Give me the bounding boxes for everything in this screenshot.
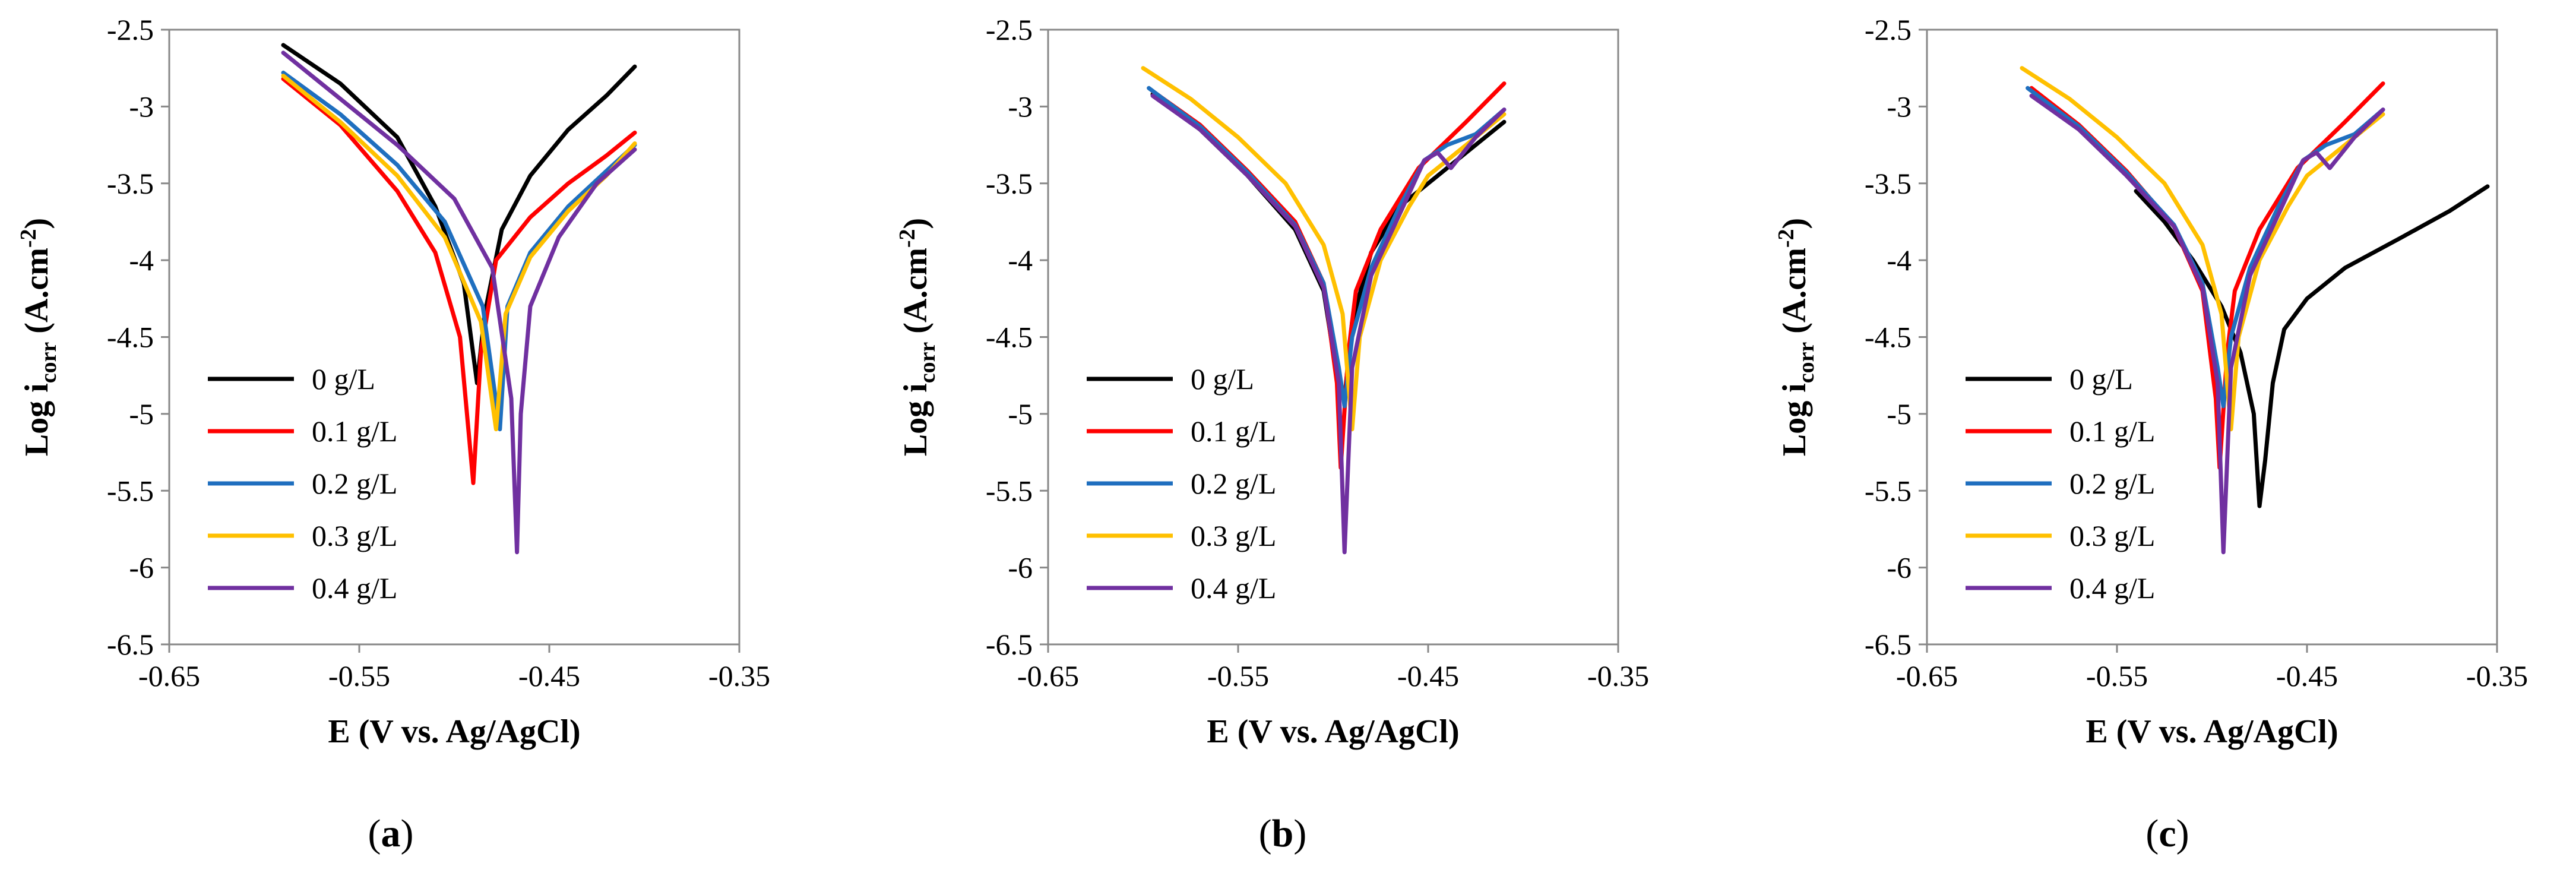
legend-label: 0.4 g/L	[2069, 571, 2155, 605]
x-tick-label: -0.55	[328, 659, 390, 692]
legend-label: 0 g/L	[1191, 362, 1254, 396]
y-tick-label: -3.5	[986, 167, 1033, 200]
y-label-superscript: -2	[16, 229, 41, 248]
y-tick-label: -6	[129, 551, 154, 584]
y-tick-label: -3	[1008, 90, 1033, 123]
legend-label: 0.1 g/L	[312, 415, 397, 448]
y-tick-label: -5	[1008, 397, 1033, 431]
y-tick-label: -6.5	[986, 628, 1033, 661]
x-axis-label: E (V vs. Ag/AgCl)	[328, 713, 580, 750]
y-label-main: Log i	[897, 383, 934, 456]
x-tick-label: -0.45	[518, 659, 580, 692]
y-label-close: )	[1776, 218, 1813, 229]
legend-label: 0.4 g/L	[1191, 571, 1276, 605]
y-label-main: Log i	[18, 383, 55, 456]
x-tick-label: -0.35	[2466, 659, 2528, 692]
y-tick-label: -3	[1887, 90, 1912, 123]
x-tick-label: -0.65	[1017, 659, 1079, 692]
legend-label: 0.2 g/L	[312, 467, 397, 500]
x-axis-label: E (V vs. Ag/AgCl)	[1207, 713, 1459, 750]
legend-label: 0.2 g/L	[2069, 467, 2155, 500]
y-tick-label: -3	[129, 90, 154, 123]
panel-caption: (c)	[2145, 812, 2189, 855]
y-tick-label: -5.5	[986, 474, 1033, 507]
y-label-subscript: corr	[915, 342, 940, 384]
series-line-0-3-g-L	[1141, 66, 1507, 432]
y-label-main: Log i	[1776, 383, 1813, 456]
series-line-0-1-g-L	[1150, 81, 1507, 470]
y-tick-label: -6	[1008, 551, 1033, 584]
y-tick-label: -4	[129, 243, 154, 277]
y-tick-label: -6	[1887, 551, 1912, 584]
legend-label: 0.3 g/L	[312, 519, 397, 552]
chart-panel-c: -2.5 -3 -3.5 -4 -4.5 -5 -5.5 -6 -6.5-0.65 -0.55 -0…	[1774, 13, 2528, 855]
legend-label: 0.2 g/L	[1191, 467, 1276, 500]
y-label-superscript: -2	[1774, 229, 1799, 248]
y-label-subscript: corr	[1794, 342, 1819, 384]
x-tick-label: -0.45	[1397, 659, 1459, 692]
y-tick-label: -5.5	[107, 474, 154, 507]
y-label-unit: (A.cm	[18, 248, 55, 342]
chart-panel-a: -2.5 -3 -3.5 -4 -4.5 -5 -5.5 -6 -6.5-0.65 -0.55 -0…	[16, 13, 770, 855]
series-line-0-2-g-L	[281, 70, 637, 432]
series-line-0-4-g-L	[1150, 93, 1507, 555]
y-tick-label: -4	[1008, 243, 1033, 277]
x-tick-label: -0.65	[138, 659, 200, 692]
y-label-unit: (A.cm	[1776, 248, 1813, 342]
panel-caption: (b)	[1259, 812, 1307, 855]
y-tick-label: -4	[1887, 243, 1912, 277]
x-tick-label: -0.35	[1587, 659, 1649, 692]
y-tick-label: -2.5	[986, 13, 1033, 46]
x-tick-label: -0.35	[708, 659, 770, 692]
legend-label: 0 g/L	[312, 362, 375, 396]
y-tick-label: -6.5	[1865, 628, 1912, 661]
x-tick-label: -0.65	[1896, 659, 1958, 692]
series-line-0-g-L	[2134, 184, 2490, 508]
y-tick-label: -2.5	[1865, 13, 1912, 46]
y-tick-label: -5	[1887, 397, 1912, 431]
y-tick-label: -6.5	[107, 628, 154, 661]
x-axis-label: E (V vs. Ag/AgCl)	[2086, 713, 2338, 750]
x-tick-label: -0.55	[2086, 659, 2148, 692]
series-line-0-3-g-L	[2020, 66, 2385, 432]
y-axis-label: Log icorr (A.cm-2)	[1774, 218, 1819, 456]
legend-label: 0.1 g/L	[1191, 415, 1276, 448]
y-tick-label: -3.5	[107, 167, 154, 200]
series-line-0-3-g-L	[281, 74, 637, 432]
legend-label: 0.4 g/L	[312, 571, 397, 605]
y-label-unit: (A.cm	[897, 248, 934, 342]
series-line-0-4-g-L	[2029, 93, 2385, 555]
y-tick-label: -2.5	[107, 13, 154, 46]
y-axis-label: Log icorr (A.cm-2)	[895, 218, 940, 456]
y-tick-label: -3.5	[1865, 167, 1912, 200]
y-label-subscript: corr	[36, 342, 61, 384]
y-tick-label: -4.5	[107, 321, 154, 354]
y-tick-label: -5.5	[1865, 474, 1912, 507]
series-line-0-4-g-L	[281, 50, 637, 555]
series-line-0-g-L	[1150, 92, 1507, 401]
y-tick-label: -4.5	[986, 321, 1033, 354]
series-line-0-1-g-L	[281, 77, 637, 485]
legend-label: 0.3 g/L	[1191, 519, 1276, 552]
y-label-close: )	[897, 218, 934, 229]
y-tick-label: -5	[129, 397, 154, 431]
y-label-close: )	[18, 218, 55, 229]
x-tick-label: -0.45	[2276, 659, 2338, 692]
legend-label: 0.3 g/L	[2069, 519, 2155, 552]
panel-caption: (a)	[368, 812, 414, 855]
y-label-superscript: -2	[895, 229, 920, 248]
plot-frame	[168, 29, 740, 646]
x-tick-label: -0.55	[1207, 659, 1269, 692]
legend-label: 0 g/L	[2069, 362, 2133, 396]
y-axis-label: Log icorr (A.cm-2)	[16, 218, 61, 456]
chart-panel-b: -2.5 -3 -3.5 -4 -4.5 -5 -5.5 -6 -6.5-0.65 -0.55 -0…	[895, 13, 1649, 855]
y-tick-label: -4.5	[1865, 321, 1912, 354]
legend-label: 0.1 g/L	[2069, 415, 2155, 448]
series-line-0-1-g-L	[2029, 81, 2385, 470]
